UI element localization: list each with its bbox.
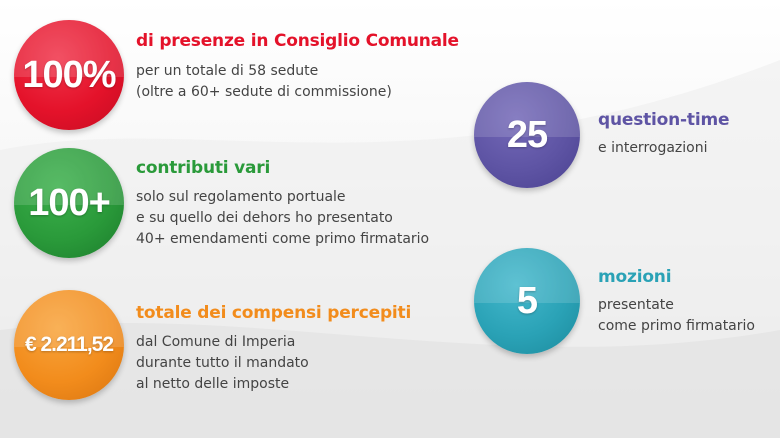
compensi-line-1: dal Comune di Imperia — [136, 334, 296, 350]
mozioni-line-2: come primo firmatario — [598, 318, 755, 334]
contributi-title: contributi vari — [136, 158, 271, 178]
mozioni-value: 5 — [516, 279, 538, 322]
question-time-title: question-time — [598, 110, 730, 130]
presenze-description: per un totale di 58 sedute (oltre a 60+ … — [136, 61, 392, 103]
presenze-value: 100% — [22, 53, 116, 96]
contributi-value-circle: 100+ — [14, 148, 124, 258]
presenze-line-2: (oltre a 60+ sedute di commissione) — [136, 84, 392, 100]
question-time-value: 25 — [506, 113, 548, 156]
mozioni-line-1: presentate — [598, 297, 674, 313]
contributi-line-1: solo sul regolamento portuale — [136, 189, 346, 205]
mozioni-description: presentate come primo firmatario — [598, 295, 755, 337]
contributi-line-3: 40+ emendamenti come primo firmatario — [136, 231, 430, 247]
question-time-value-circle: 25 — [474, 82, 580, 188]
presenze-title: di presenze in Consiglio Comunale — [136, 31, 459, 51]
compensi-description: dal Comune di Imperia durante tutto il m… — [136, 332, 309, 395]
compensi-value-circle: € 2.211,52 — [14, 290, 124, 400]
compensi-value: € 2.211,52 — [24, 333, 114, 356]
question-time-line-1: e interrogazioni — [598, 140, 708, 156]
compensi-title: totale dei compensi percepiti — [136, 303, 412, 323]
contributi-value: 100+ — [28, 181, 111, 224]
presenze-line-1: per un totale di 58 sedute — [136, 63, 319, 79]
presenze-value-circle: 100% — [14, 20, 124, 130]
question-time-description: e interrogazioni — [598, 138, 707, 159]
contributi-line-2: e su quello dei dehors ho presentato — [136, 210, 393, 226]
compensi-line-2: durante tutto il mandato — [136, 355, 309, 371]
mozioni-value-circle: 5 — [474, 248, 580, 354]
contributi-description: solo sul regolamento portuale e su quell… — [136, 187, 429, 250]
mozioni-title: mozioni — [598, 267, 672, 287]
compensi-line-3: al netto delle imposte — [136, 376, 290, 392]
